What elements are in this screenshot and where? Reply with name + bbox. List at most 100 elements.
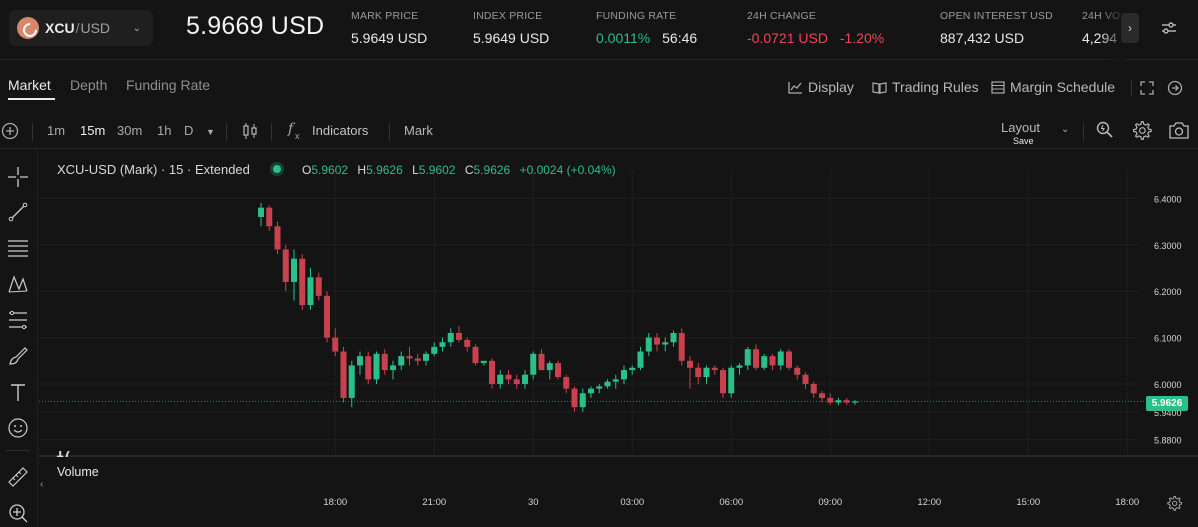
save-label[interactable]: Save	[1013, 136, 1034, 146]
ohlc-high: 5.9626	[366, 163, 403, 177]
stat-value: 887,432 USD	[940, 30, 1025, 46]
candles-icon[interactable]	[242, 122, 258, 140]
change-abs: -0.0721 USD	[747, 30, 828, 46]
brush-icon[interactable]	[7, 345, 29, 367]
x-tick-label: 30	[528, 497, 539, 508]
crosshair-icon[interactable]	[7, 166, 29, 188]
candlestick-chart[interactable]: 6.4000 6.3000 6.2000 6.1000 6.0000 5.9400 5.88…	[39, 150, 1198, 527]
display-label: Display	[808, 79, 854, 95]
camera-icon[interactable]	[1168, 121, 1190, 140]
sliders-icon[interactable]	[1160, 20, 1178, 36]
indicators-button[interactable]: Indicators	[312, 123, 369, 138]
candle-body	[299, 258, 306, 306]
y-tick-label: 6.2000	[1154, 287, 1182, 297]
interval-d[interactable]: D	[184, 123, 194, 138]
stat-value-group: 0.0011% 56:46	[596, 30, 697, 46]
candle-body	[827, 397, 834, 403]
stat-value: 5.9649 USD	[473, 30, 550, 46]
divider	[1131, 80, 1132, 96]
interval-15m[interactable]: 15m	[80, 123, 106, 138]
margin-schedule-button[interactable]: Margin Schedule	[991, 79, 1115, 95]
candle-body	[497, 374, 504, 384]
candle-body	[794, 367, 801, 375]
candle-body	[513, 379, 520, 384]
candle-body	[266, 207, 273, 227]
interval-1h[interactable]: 1h	[157, 123, 172, 138]
chart-toolbar: 1m 15m 30m 1h D ▼ f x Indicators Mark La…	[0, 113, 1198, 149]
candle-body	[332, 337, 339, 352]
ruler-icon[interactable]	[7, 466, 29, 488]
ohlc-open-key: O	[302, 163, 312, 177]
candle-body	[414, 358, 421, 361]
live-status-dot	[270, 162, 284, 176]
y-tick-label: 6.1000	[1154, 334, 1182, 344]
candle-body	[720, 370, 726, 394]
y-tick-label: 5.8800	[1154, 436, 1182, 446]
horizontal-lines-icon[interactable]	[7, 237, 29, 259]
candle-body	[406, 356, 413, 359]
gear-icon[interactable]	[1131, 120, 1152, 141]
chevron-down-icon: ⌄	[132, 23, 141, 34]
quick-search-icon[interactable]	[1095, 120, 1115, 140]
candle-body	[703, 367, 710, 378]
volume-pane-label: Volume	[57, 465, 99, 479]
divider	[32, 123, 33, 141]
arrow-right-circle-icon[interactable]	[1167, 80, 1183, 96]
stat-value: 5.9649 USD	[351, 30, 428, 46]
layout-button[interactable]: Layout	[1001, 120, 1041, 135]
zoom-in-icon[interactable]	[7, 502, 29, 524]
y-tick-label: 5.9400	[1154, 408, 1182, 418]
tab-market[interactable]: Market	[8, 77, 51, 93]
candle-body	[324, 295, 330, 338]
candle-body	[810, 384, 817, 394]
text-icon[interactable]	[7, 381, 29, 403]
candle-body	[786, 351, 792, 368]
market-header: XCU / USD ⌄ 5.9669 USD MARK PRICE 5.9649…	[0, 0, 1198, 60]
candle-body	[654, 337, 660, 345]
x-tick-label: 18:00	[1115, 497, 1139, 508]
tab-depth[interactable]: Depth	[70, 77, 108, 93]
pair-selector[interactable]: XCU / USD ⌄	[9, 10, 153, 46]
divider	[389, 123, 390, 141]
interval-1m[interactable]: 1m	[47, 123, 66, 138]
stat-24h-change: 24H CHANGE -0.0721 USD -1.20%	[747, 10, 884, 46]
candle-body	[678, 332, 685, 361]
collapse-toolbar-icon[interactable]: ‹	[40, 479, 44, 490]
pattern-icon[interactable]	[7, 273, 29, 295]
function-icon-x: x	[295, 131, 300, 141]
x-tick-label: 03:00	[620, 497, 644, 508]
funding-rate-value: 0.0011%	[596, 30, 651, 46]
ohlc-close: 5.9626	[473, 163, 511, 177]
trading-rules-button[interactable]: Trading Rules	[872, 79, 979, 95]
table-icon	[991, 80, 1005, 94]
emoji-icon[interactable]	[7, 417, 29, 439]
stat-label: OPEN INTEREST USD	[940, 10, 1053, 22]
candle-body	[274, 226, 281, 250]
candle-body	[777, 351, 784, 366]
ohlc-readout: O5.9602 H5.9626 L5.9602 C5.9626 +0.0024 …	[302, 163, 622, 177]
fullscreen-icon[interactable]	[1140, 81, 1154, 95]
candle-body	[489, 360, 495, 384]
chevron-down-icon[interactable]: ⌄	[1061, 124, 1070, 135]
x-tick-label: 09:00	[818, 497, 842, 508]
fib-retracement-icon[interactable]	[7, 309, 29, 331]
chart-line-icon	[788, 81, 802, 94]
interval-30m[interactable]: 30m	[117, 123, 143, 138]
chart-settings-icon[interactable]	[1166, 495, 1182, 511]
tab-funding-rate[interactable]: Funding Rate	[126, 77, 211, 93]
candle-body	[736, 365, 743, 368]
candle-body	[505, 374, 512, 380]
scroll-right-button[interactable]: ›	[1121, 13, 1139, 43]
ohlc-low: 5.9602	[418, 163, 456, 177]
display-button[interactable]: Display	[788, 79, 854, 95]
candle-body	[480, 360, 487, 364]
add-circle-icon[interactable]	[1, 122, 19, 140]
candle-body	[662, 342, 669, 345]
candle-body	[348, 365, 355, 398]
active-tab-indicator	[8, 98, 55, 100]
candle-body	[579, 393, 586, 408]
interval-dropdown-icon[interactable]: ▼	[206, 127, 215, 137]
mark-toggle[interactable]: Mark	[404, 123, 433, 138]
stat-label: MARK PRICE	[351, 10, 419, 22]
trend-line-icon[interactable]	[7, 201, 29, 223]
